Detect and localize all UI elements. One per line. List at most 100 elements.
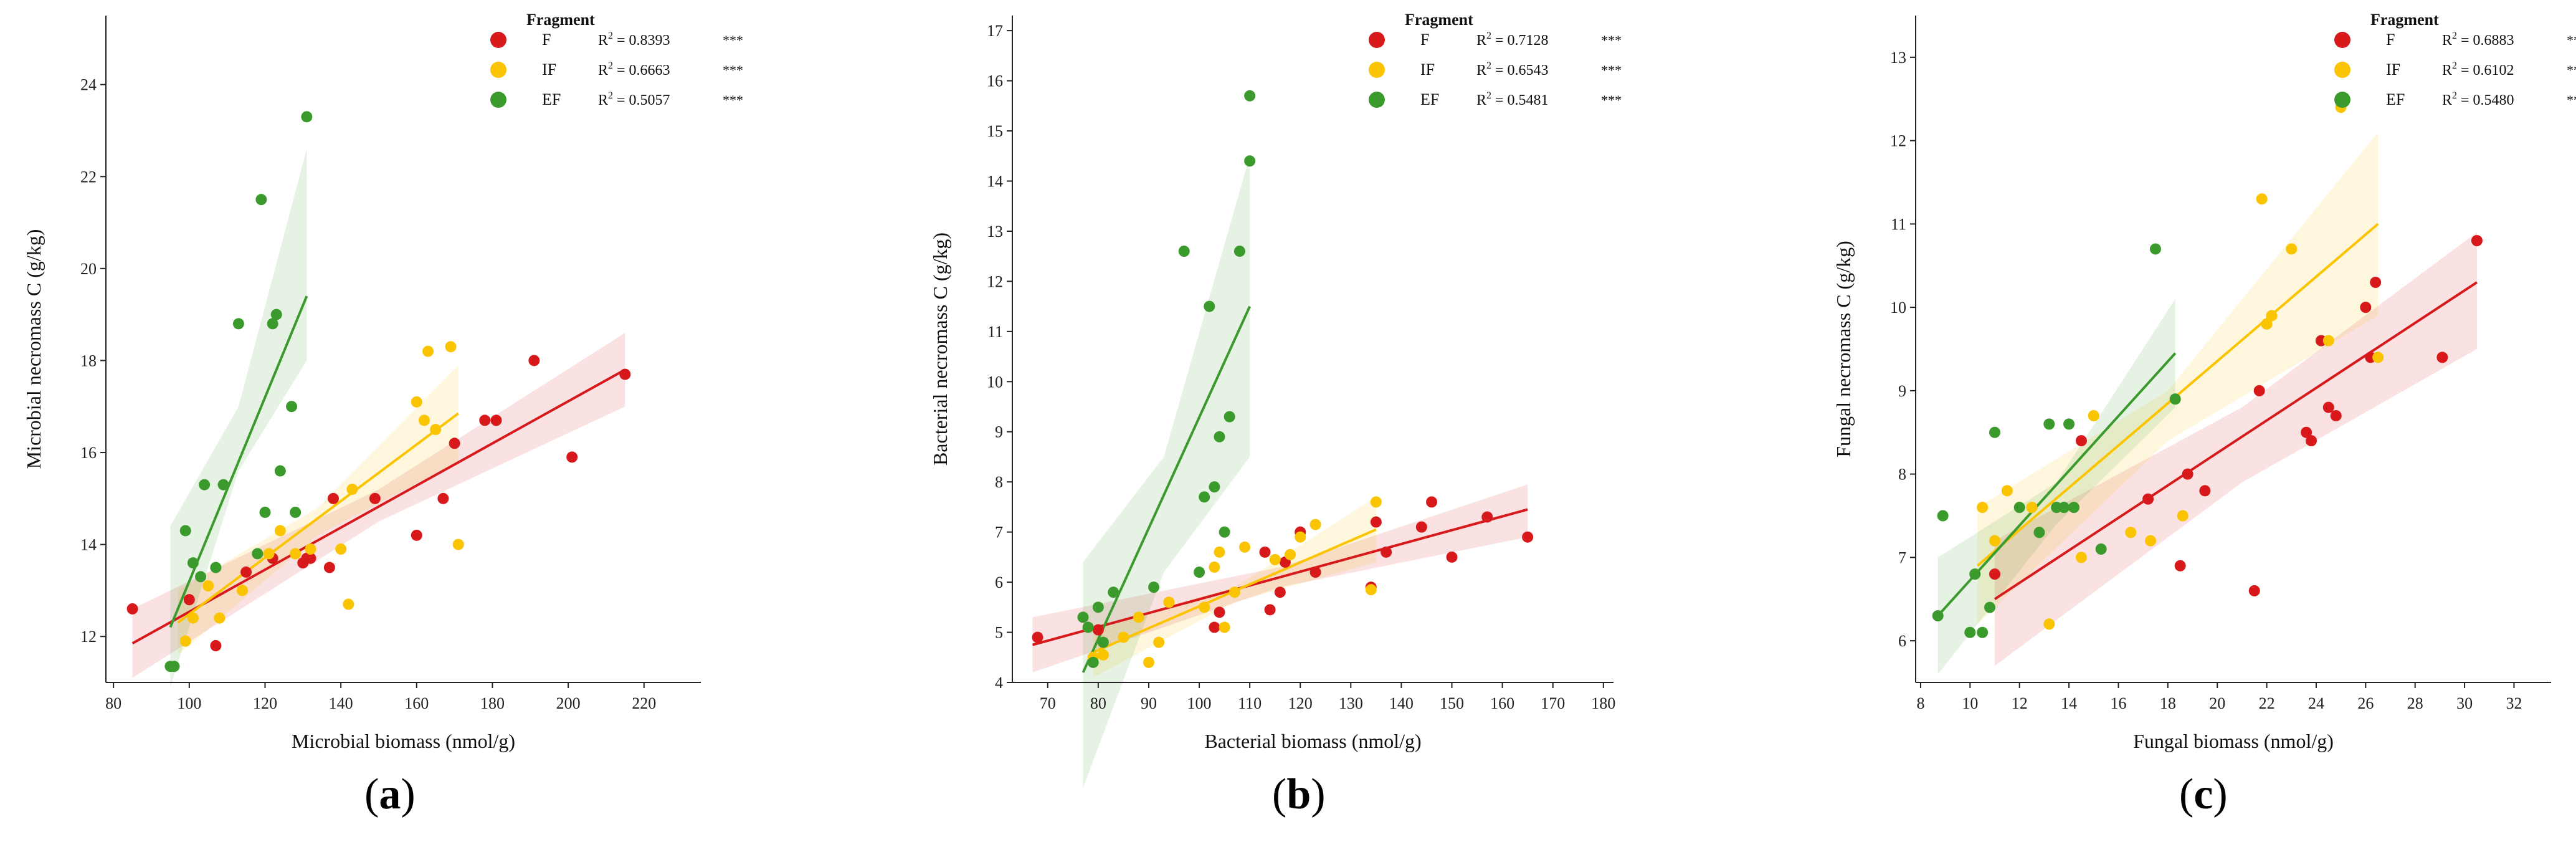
data-point-F bbox=[1522, 531, 1534, 543]
data-point-IF bbox=[1133, 611, 1144, 623]
legend-significance-F: *** bbox=[1601, 32, 1622, 48]
panel-label-a: (a) bbox=[364, 770, 416, 818]
data-point-IF bbox=[2043, 618, 2055, 630]
data-point-EF bbox=[195, 571, 207, 583]
legend-label-EF: EF bbox=[1420, 90, 1439, 108]
legend-marker-EF bbox=[2334, 92, 2350, 108]
data-point-F bbox=[1370, 516, 1382, 528]
y-tick-label: 8 bbox=[995, 473, 1003, 491]
legend-label-F: F bbox=[1420, 31, 1429, 49]
y-tick-label: 15 bbox=[987, 122, 1003, 140]
x-tick-label: 100 bbox=[177, 694, 201, 712]
data-point-EF bbox=[2033, 527, 2045, 538]
data-point-IF bbox=[1163, 596, 1175, 608]
y-tick-label: 6 bbox=[1898, 632, 1906, 650]
data-point-F bbox=[1259, 546, 1271, 558]
x-tick-label: 200 bbox=[556, 694, 581, 712]
data-point-EF bbox=[286, 401, 298, 413]
data-point-EF bbox=[1194, 567, 1205, 578]
data-point-EF bbox=[217, 479, 229, 490]
data-point-EF bbox=[1984, 601, 1996, 613]
chart-panel-2: 70 80 90 100 110 120 130 140 150 160 170 180 4 5 6 7 8 9 1… bbox=[929, 11, 1622, 788]
data-point-F bbox=[2370, 277, 2382, 288]
data-point-EF bbox=[259, 506, 271, 518]
data-point-F bbox=[2330, 410, 2342, 421]
x-tick-label: 8 bbox=[1916, 694, 1924, 712]
x-tick-label: 24 bbox=[2308, 694, 2324, 712]
x-tick-label: 120 bbox=[253, 694, 277, 712]
y-tick-label: 12 bbox=[80, 628, 97, 646]
data-point-EF bbox=[1224, 411, 1235, 423]
legend-r2-IF: R2 = 0.6663 bbox=[598, 60, 670, 79]
data-point-IF bbox=[2177, 510, 2189, 522]
x-tick-label: 100 bbox=[1187, 694, 1212, 712]
data-point-IF bbox=[1977, 502, 1989, 514]
data-point-EF bbox=[1148, 581, 1160, 593]
data-point-IF bbox=[335, 543, 347, 555]
data-point-F bbox=[240, 566, 252, 578]
legend-r2-IF: R2 = 0.6543 bbox=[1476, 60, 1549, 79]
data-point-IF bbox=[1295, 531, 1306, 543]
fit-line-F bbox=[131, 368, 626, 645]
data-point-F bbox=[479, 414, 491, 426]
y-tick-label: 10 bbox=[1890, 299, 1906, 317]
data-point-EF bbox=[187, 557, 199, 569]
data-point-EF bbox=[2058, 502, 2070, 514]
legend-label-IF: IF bbox=[1420, 60, 1435, 79]
x-tick-label: 110 bbox=[1238, 694, 1262, 712]
y-tick-label: 17 bbox=[987, 22, 1003, 40]
data-point-F bbox=[1481, 511, 1493, 523]
fit-line-EF bbox=[1081, 305, 1251, 673]
data-point-IF bbox=[2088, 410, 2099, 421]
data-point-IF bbox=[1153, 636, 1165, 648]
data-point-F bbox=[1092, 624, 1104, 636]
data-point-EF bbox=[1244, 155, 1256, 167]
legend-r2-F: R2 = 0.7128 bbox=[1476, 31, 1549, 49]
data-point-F bbox=[490, 414, 502, 426]
data-point-EF bbox=[1092, 601, 1104, 613]
legend-r2-EF: R2 = 0.5480 bbox=[2442, 90, 2514, 108]
data-point-IF bbox=[1285, 548, 1296, 560]
y-tick-label: 12 bbox=[987, 272, 1003, 290]
y-tick-label: 9 bbox=[1898, 382, 1906, 400]
data-point-F bbox=[1032, 631, 1043, 643]
data-point-F bbox=[1381, 546, 1392, 558]
confidence-band-EF bbox=[1083, 156, 1250, 788]
legend-r2-EF: R2 = 0.5481 bbox=[1476, 90, 1549, 108]
confidence-band-IF bbox=[178, 365, 459, 655]
y-axis-label: Microbial necromass C (g/kg) bbox=[22, 229, 45, 469]
data-point-F bbox=[1446, 551, 1458, 563]
x-tick-label: 180 bbox=[480, 694, 505, 712]
data-point-EF bbox=[1204, 300, 1215, 312]
data-point-F bbox=[2199, 485, 2211, 497]
data-point-EF bbox=[2095, 543, 2107, 555]
y-tick-label: 13 bbox=[1890, 49, 1906, 67]
data-point-IF bbox=[2001, 485, 2013, 497]
fit-line-F bbox=[1032, 508, 1528, 646]
data-point-F bbox=[2174, 560, 2186, 572]
data-point-EF bbox=[1969, 568, 1981, 580]
data-point-EF bbox=[2013, 502, 2025, 514]
x-tick-label: 120 bbox=[1288, 694, 1313, 712]
data-point-EF bbox=[1214, 431, 1225, 443]
data-point-IF bbox=[2286, 243, 2298, 255]
y-tick-label: 11 bbox=[1891, 215, 1906, 233]
y-tick-label: 20 bbox=[80, 260, 97, 278]
data-point-EF bbox=[1989, 426, 2001, 438]
x-tick-label: 160 bbox=[1490, 694, 1514, 712]
data-point-IF bbox=[452, 538, 464, 550]
x-tick-label: 14 bbox=[2061, 694, 2077, 712]
data-point-F bbox=[327, 492, 339, 504]
data-point-IF bbox=[1989, 535, 2001, 547]
data-point-IF bbox=[343, 598, 354, 610]
data-point-F bbox=[1426, 496, 1438, 508]
x-tick-label: 26 bbox=[2357, 694, 2374, 712]
fit-line-EF bbox=[169, 295, 308, 628]
x-tick-label: 16 bbox=[2110, 694, 2126, 712]
legend-significance-F: *** bbox=[2567, 32, 2576, 48]
panel-label-c: (c) bbox=[2179, 770, 2228, 818]
data-point-F bbox=[1209, 621, 1220, 633]
data-point-EF bbox=[2169, 393, 2181, 405]
fit-line-F bbox=[1994, 281, 2478, 600]
y-tick-label: 18 bbox=[80, 352, 97, 370]
